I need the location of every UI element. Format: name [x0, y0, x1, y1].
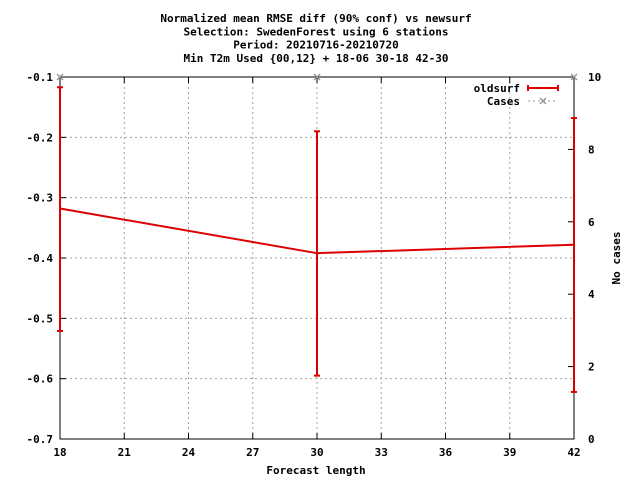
x-tick-label: 33 [375, 446, 388, 459]
y2-tick-label: 10 [588, 71, 601, 84]
chart-title-line: Min T2m Used {00,12} + 18-06 30-18 42-30 [184, 52, 449, 65]
y2-tick-label: 8 [588, 143, 595, 156]
x-tick-label: 36 [439, 446, 453, 459]
x-tick-label: 42 [567, 446, 580, 459]
y-tick-label: -0.2 [27, 131, 54, 144]
y-tick-label: -0.6 [27, 373, 54, 386]
y-tick-label: -0.7 [27, 433, 54, 446]
chart-title-line: Normalized mean RMSE diff (90% conf) vs … [160, 12, 471, 25]
x-tick-label: 24 [182, 446, 196, 459]
x-tick-label: 21 [118, 446, 132, 459]
cases-point [570, 73, 578, 81]
y-tick-label: -0.5 [27, 312, 54, 325]
x-tick-label: 30 [310, 446, 323, 459]
legend-label-cases: Cases [487, 95, 520, 108]
x-tick-label: 27 [246, 446, 259, 459]
cases-point [313, 73, 321, 81]
series-layer [56, 73, 578, 393]
y-tick-label: -0.3 [27, 192, 54, 205]
y-axis-ticks: -0.1 -0.2 -0.3 -0.4 -0.5 -0.6 -0.7 [27, 71, 66, 446]
y-tick-label: -0.1 [27, 71, 54, 84]
x-tick-label: 18 [53, 446, 66, 459]
series-line-oldsurf [59, 207, 575, 255]
chart-title-line: Selection: SwedenForest using 6 stations [184, 25, 449, 38]
y2-tick-label: 2 [588, 361, 595, 374]
y2-axis-ticks: 10 8 6 4 2 0 [568, 71, 601, 446]
y2-tick-label: 6 [588, 216, 595, 229]
y2-axis-label: No cases [610, 232, 623, 285]
y2-tick-label: 4 [588, 288, 595, 301]
y2-tick-label: 0 [588, 433, 595, 446]
x-axis-ticks: 18 21 24 27 30 33 36 39 42 [53, 77, 581, 459]
y-tick-label: -0.4 [27, 252, 54, 265]
x-tick-label: 39 [503, 446, 516, 459]
cases-point [56, 73, 64, 81]
legend-marker-cases [539, 97, 547, 105]
chart-title-block: Normalized mean RMSE diff (90% conf) vs … [160, 12, 471, 65]
legend-label-oldsurf: oldsurf [474, 82, 520, 95]
chart-title-line: Period: 20210716-20210720 [233, 39, 399, 52]
x-axis-label: Forecast length [266, 464, 365, 477]
